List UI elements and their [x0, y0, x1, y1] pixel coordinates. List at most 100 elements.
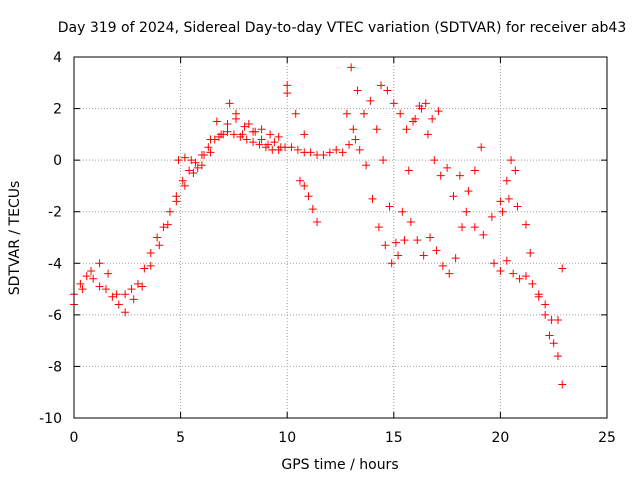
chart-title: Day 319 of 2024, Sidereal Day-to-day VTE… [58, 20, 627, 36]
data-point [214, 132, 223, 141]
data-point [180, 153, 189, 162]
data-point [511, 166, 520, 175]
data-point [133, 279, 142, 288]
data-point [496, 197, 505, 206]
data-point [108, 292, 117, 301]
data-point [251, 127, 260, 136]
data-point [385, 202, 394, 211]
data-point [212, 117, 221, 126]
data-point [362, 161, 371, 170]
data-point [219, 130, 228, 139]
data-point [387, 259, 396, 268]
data-point [204, 143, 213, 152]
data-point [291, 109, 300, 118]
data-point [165, 207, 174, 216]
data-point [283, 81, 292, 90]
data-point [159, 223, 168, 232]
data-point [283, 89, 292, 98]
data-point [112, 290, 121, 299]
data-point [257, 135, 266, 144]
data-point [276, 143, 285, 152]
data-point [408, 117, 417, 126]
data-point [114, 300, 123, 309]
data-point [138, 282, 147, 291]
data-point [451, 254, 460, 263]
y-tick-label: 0 [53, 153, 62, 169]
y-tick-label: -10 [39, 411, 62, 427]
data-point [274, 132, 283, 141]
data-point [249, 138, 258, 147]
data-point [396, 109, 405, 118]
data-point [345, 140, 354, 149]
data-point [415, 101, 424, 110]
data-point [449, 192, 458, 201]
data-point [381, 241, 390, 250]
x-tick-label: 15 [385, 430, 403, 446]
y-tick-label: -2 [48, 205, 62, 221]
data-point [225, 99, 234, 108]
data-point [121, 290, 130, 299]
data-point [553, 352, 562, 361]
data-point [342, 109, 351, 118]
data-point [229, 130, 238, 139]
x-axis-label: GPS time / hours [281, 457, 398, 473]
data-point [127, 285, 136, 294]
data-point [140, 264, 149, 273]
data-point [200, 150, 209, 159]
data-point [490, 259, 499, 268]
data-point [374, 223, 383, 232]
data-point [325, 148, 334, 157]
data-point [541, 310, 550, 319]
y-tick-label: -8 [48, 359, 62, 375]
data-point [349, 125, 358, 134]
data-point [419, 251, 428, 260]
data-point [191, 158, 200, 167]
data-point [521, 272, 530, 281]
data-point [264, 140, 273, 149]
data-point [404, 166, 413, 175]
data-point [87, 267, 96, 276]
data-point [421, 99, 430, 108]
data-point [366, 96, 375, 105]
data-point [240, 122, 249, 131]
data-point [498, 207, 507, 216]
data-point [423, 130, 432, 139]
data-point [146, 261, 155, 270]
data-point [502, 176, 511, 185]
plot-frame [73, 56, 608, 419]
data-point [95, 259, 104, 268]
data-point [534, 290, 543, 299]
data-point [287, 143, 296, 152]
data-point [426, 233, 435, 242]
data-point [432, 246, 441, 255]
data-point [295, 176, 304, 185]
data-point [155, 241, 164, 250]
data-point [406, 218, 415, 227]
x-tick-label: 10 [278, 430, 296, 446]
data-point [238, 130, 247, 139]
data-point [509, 269, 518, 278]
data-point [455, 171, 464, 180]
data-point [487, 212, 496, 221]
data-point [541, 300, 550, 309]
data-point [223, 127, 232, 136]
data-point [129, 295, 138, 304]
data-point [270, 138, 279, 147]
data-points [70, 63, 567, 389]
data-point [389, 99, 398, 108]
y-axis-label: SDTVAR / TECUs [7, 181, 23, 296]
data-point [153, 233, 162, 242]
data-point [353, 86, 362, 95]
data-point [300, 181, 309, 190]
data-point [521, 220, 530, 229]
data-point [507, 156, 516, 165]
data-point [193, 163, 202, 172]
axis-ticks: 0 5 10 15 20 25 -10 -8 -6 -4 -2 0 2 4 [39, 50, 616, 446]
data-point [89, 274, 98, 283]
data-point [359, 109, 368, 118]
data-point [470, 223, 479, 232]
x-tick-label: 5 [176, 430, 185, 446]
data-point [206, 148, 215, 157]
data-point [368, 194, 377, 203]
